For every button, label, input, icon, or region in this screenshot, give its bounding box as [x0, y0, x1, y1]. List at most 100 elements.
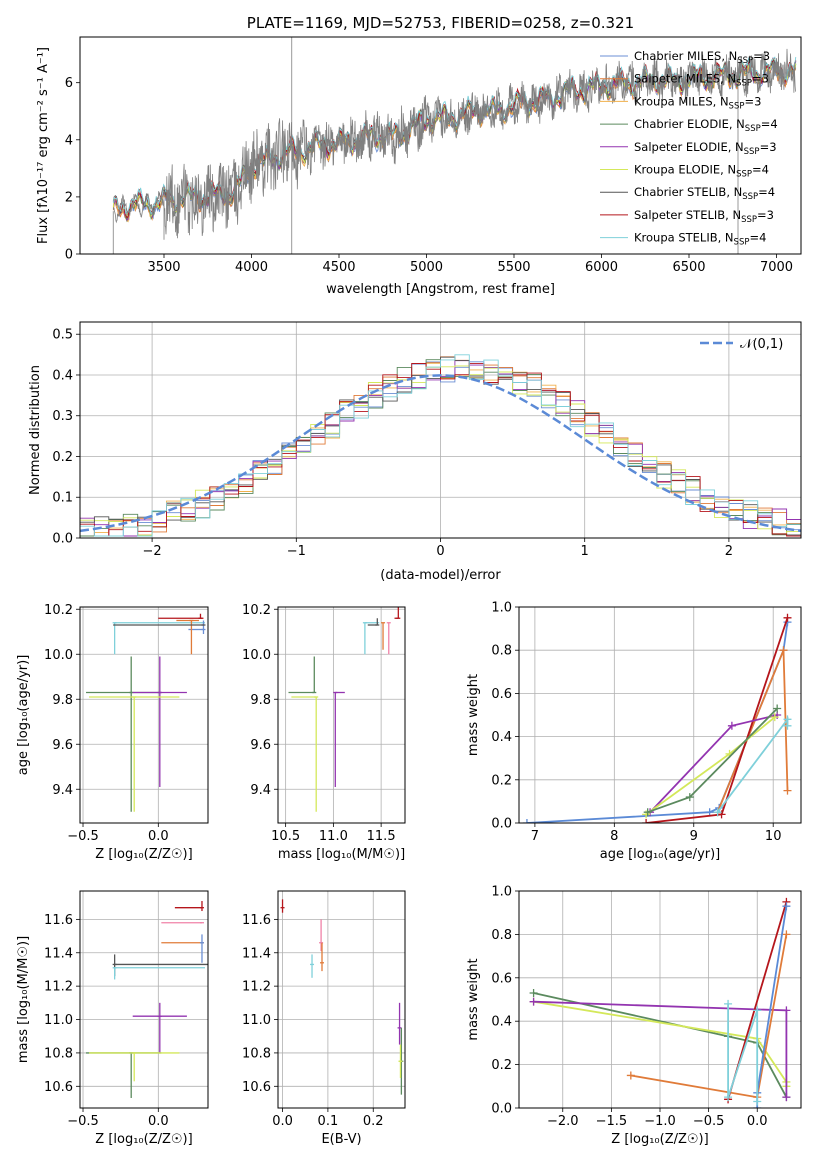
histogram-lines: [80, 354, 801, 537]
plus-marker: [724, 999, 733, 1008]
y-tick-label: 9.8: [52, 693, 73, 708]
plus-marker: [782, 902, 791, 911]
mass-vs-ebv-axes: [274, 891, 405, 1112]
y-tick-label: 0.0: [52, 532, 73, 547]
spectrum-xlabel: wavelength [Angstrom, rest frame]: [326, 282, 555, 297]
y-tick-label: 10.0: [44, 648, 73, 663]
massweight-vs-Z-lines: [529, 897, 791, 1108]
y-tick-label: 9.6: [52, 738, 73, 753]
x-tick-label: −2: [143, 544, 162, 559]
age-vs-mass-axes: [274, 607, 405, 827]
x-tick-label: 2: [725, 544, 733, 559]
age-vs-Z-axes: [76, 607, 208, 827]
mass-vs-Z-errorbars: [86, 901, 208, 1098]
massweight-vs-age-lines: [522, 613, 792, 823]
age-vs-Z-errorbars: [86, 613, 206, 812]
x-tick-label: 6000: [585, 260, 618, 275]
legend-entry: Kroupa STELIB, NSSP=4: [634, 231, 766, 248]
plus-marker: [782, 1006, 791, 1015]
plus-marker: [626, 1071, 635, 1080]
x-tick-label: −2.0: [547, 1114, 579, 1129]
plus-marker: [685, 793, 694, 802]
y-tick-label: 11.6: [44, 913, 73, 928]
legend-entry: Chabrier ELODIE, NSSP=4: [634, 117, 778, 134]
plus-marker: [782, 930, 791, 939]
y-tick-label: 0: [65, 248, 73, 263]
mass-vs-Z-axes: [76, 891, 208, 1112]
y-tick-label: 10.8: [242, 1046, 271, 1061]
legend-entry: Salpeter STELIB, NSSP=3: [634, 208, 774, 225]
y-tick-label: 9.6: [250, 738, 271, 753]
plus-marker: [753, 1097, 762, 1106]
plus-marker: [643, 808, 652, 817]
mass-vs-Z-ylabel: mass [log₁₀(M/M☉)]: [16, 936, 31, 1063]
y-tick-label: 0.4: [52, 368, 73, 383]
massweight-vs-age-frame: [518, 606, 802, 824]
y-tick-label: 0.2: [52, 450, 73, 465]
spectrum-legend: Chabrier MILES, NSSP=3 Salpeter MILES, NS…: [600, 49, 778, 248]
plus-marker: [782, 1093, 791, 1102]
y-tick-label: 10.8: [44, 1046, 73, 1061]
plus-marker: [522, 819, 531, 823]
y-tick-label: 10.6: [44, 1080, 73, 1095]
y-tick-label: 9.8: [250, 693, 271, 708]
y-tick-label: 0.4: [491, 730, 512, 745]
plus-marker: [770, 713, 779, 722]
y-tick-label: 11.6: [242, 913, 271, 928]
y-tick-label: 1.0: [491, 885, 512, 900]
x-tick-label: 4000: [235, 260, 268, 275]
massweight-vs-Z-xlabel: Z [log₁₀(Z/Z☉)]: [611, 1132, 708, 1147]
gaussian-reference-curve: [80, 374, 801, 533]
legend-entry: Kroupa ELODIE, NSSP=4: [634, 163, 769, 180]
mass-vs-ebv-xlabel: E(B-V): [321, 1132, 361, 1147]
x-tick-label: 0.1: [318, 1114, 339, 1129]
mass-vs-Z-frame: [79, 890, 209, 1109]
y-tick-label: 10.2: [44, 603, 73, 618]
mass-vs-ebv-frame: [277, 890, 406, 1109]
spectrum-frame: [79, 36, 802, 255]
y-tick-label: 9.4: [250, 783, 271, 798]
y-tick-label: 2: [65, 190, 73, 205]
x-tick-label: −0.5: [67, 829, 99, 844]
legend-entry: Salpeter ELODIE, NSSP=3: [634, 140, 777, 157]
residuals-ylabel: Normed distribution: [28, 365, 43, 495]
residuals-frame: [79, 321, 802, 539]
legend-entry: Kroupa MILES, NSSP=3: [634, 94, 761, 111]
y-tick-label: 6: [65, 76, 73, 91]
age-vs-Z-xlabel: Z [log₁₀(Z/Z☉)]: [95, 847, 192, 862]
mass-vs-Z-xlabel: Z [log₁₀(Z/Z☉)]: [95, 1132, 192, 1147]
x-tick-label: 0.0: [148, 1114, 169, 1129]
legend-entry: Chabrier MILES, NSSP=3: [634, 49, 770, 66]
x-tick-label: 5500: [497, 260, 530, 275]
residual-histogram-step: [80, 354, 801, 537]
x-tick-label: −1.0: [644, 1114, 676, 1129]
y-tick-label: 0.6: [491, 687, 512, 702]
y-tick-label: 0.5: [52, 328, 73, 343]
legend-entry: Salpeter MILES, NSSP=3: [634, 72, 769, 89]
x-tick-label: −1.5: [596, 1114, 628, 1129]
x-tick-label: 9: [690, 829, 698, 844]
y-tick-label: 0.6: [491, 971, 512, 986]
y-tick-label: 10.0: [242, 648, 271, 663]
x-tick-label: 11.5: [367, 829, 396, 844]
y-tick-label: 1.0: [491, 601, 512, 616]
plus-marker: [529, 988, 538, 997]
plus-marker: [783, 721, 792, 730]
spectrum-lines: [112, 37, 797, 254]
y-tick-label: 0.1: [52, 491, 73, 506]
y-tick-label: 0.0: [491, 817, 512, 832]
y-tick-label: 0.8: [491, 644, 512, 659]
spectrum-ylabel: Flux [fλ10⁻¹⁷ erg cm⁻² s⁻¹ A⁻¹]: [36, 47, 51, 244]
y-tick-label: 0.4: [491, 1015, 512, 1030]
spectrum-title: PLATE=1169, MJD=52753, FIBERID=0258, z=0…: [247, 14, 634, 32]
residuals-xlabel: (data-model)/error: [380, 568, 501, 583]
mass-vs-ebv-errorbars: [280, 899, 404, 1095]
y-tick-label: 0.3: [52, 409, 73, 424]
y-tick-label: 11.2: [242, 980, 271, 995]
massweight-vs-Z-ylabel: mass weight: [466, 958, 481, 1040]
y-tick-label: 11.4: [242, 946, 271, 961]
mass-weight-line: [716, 649, 789, 813]
y-tick-label: 11.0: [44, 1013, 73, 1028]
